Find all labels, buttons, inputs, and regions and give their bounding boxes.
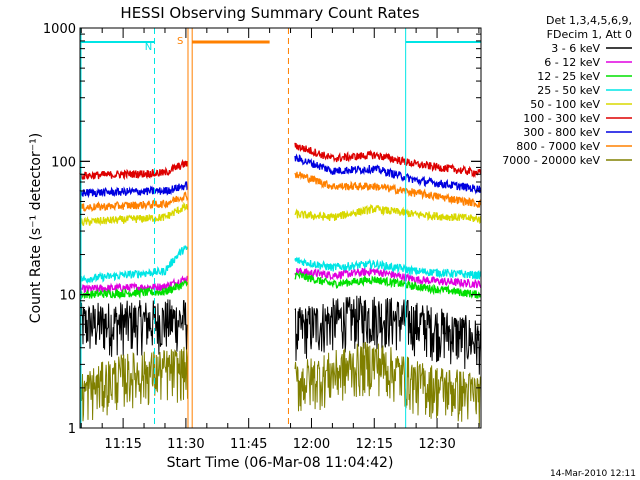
x-tick-label: 11:45 xyxy=(230,437,267,452)
plot-frame xyxy=(79,27,482,429)
x-axis: 11:15 11:30 11:45 12:00 12:15 12:30 xyxy=(80,28,480,452)
series-line-9 xyxy=(79,341,482,427)
legend-label-1: 3 - 6 keV xyxy=(551,42,600,55)
legend: Det 1,3,4,5,6,9,FDecim 1, Att 03 - 6 keV… xyxy=(502,14,632,167)
legend-label-3: 12 - 25 keV xyxy=(537,70,600,83)
series-line-7 xyxy=(79,153,482,199)
legend-label-5: 50 - 100 keV xyxy=(530,98,600,111)
legend-label-2: 6 - 12 keV xyxy=(544,56,600,69)
y-tick-label: 1 xyxy=(68,422,76,437)
x-tick-label: 12:00 xyxy=(293,437,330,452)
legend-label-6: 100 - 300 keV xyxy=(523,112,600,125)
chart-title: HESSI Observing Summary Count Rates xyxy=(120,4,419,22)
y-axis-label: Count Rate (s⁻¹ detector⁻¹) xyxy=(28,133,44,323)
legend-label-9: 7000 - 20000 keV xyxy=(502,154,600,167)
legend-label-4: 25 - 50 keV xyxy=(537,84,600,97)
y-tick-label: 100 xyxy=(51,155,76,170)
series-line-5 xyxy=(79,201,482,227)
footer-date: 14-Mar-2010 12:11 xyxy=(550,469,636,479)
x-tick-label: 12:30 xyxy=(418,437,455,452)
flag-label-s: S xyxy=(177,36,183,47)
x-axis-label: Start Time (06-Mar-08 11:04:42) xyxy=(167,455,394,471)
series-line-3 xyxy=(79,270,482,300)
legend-label-7: 300 - 800 keV xyxy=(523,126,600,139)
x-tick-label: 12:15 xyxy=(356,437,393,452)
y-axis: 1 10 100 1000 xyxy=(43,22,481,437)
series-line-6 xyxy=(79,142,482,181)
y-tick-label: 1000 xyxy=(43,22,76,37)
legend-label-8: 800 - 7000 keV xyxy=(516,140,600,153)
series-line-1 xyxy=(79,295,482,375)
series-line-8 xyxy=(79,171,482,212)
legend-header-line: FDecim 1, Att 0 xyxy=(547,28,632,41)
x-tick-label: 11:15 xyxy=(104,437,141,452)
series-line-4 xyxy=(79,245,482,285)
flag-label-n: N xyxy=(145,42,152,53)
y-tick-label: 10 xyxy=(59,289,76,304)
plot-area: NS xyxy=(79,28,482,428)
x-tick-label: 11:30 xyxy=(167,437,204,452)
legend-header-line: Det 1,3,4,5,6,9, xyxy=(546,14,632,27)
